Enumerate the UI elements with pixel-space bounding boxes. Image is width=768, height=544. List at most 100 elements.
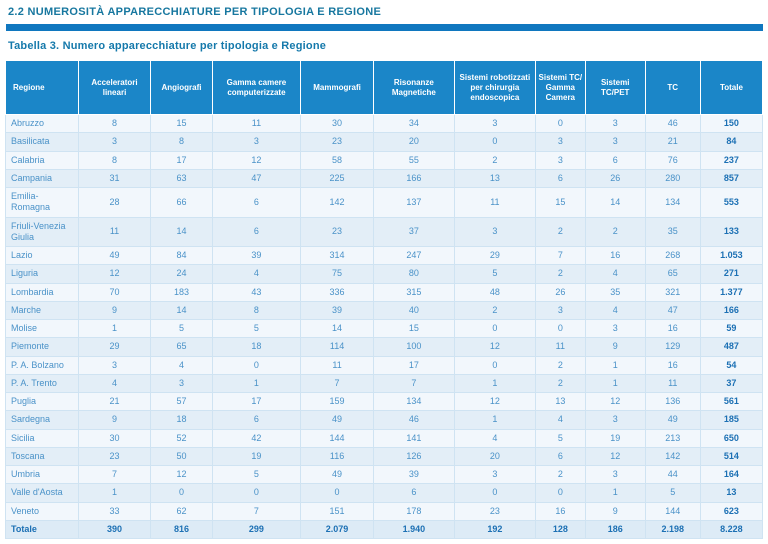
column-header: Acceleratori lineari	[77, 60, 152, 115]
column-header: Totale	[699, 60, 764, 115]
table-row: Liguria 12 24 4 75 80 5 2 4 65 271	[5, 264, 764, 284]
row-total-cell: 185	[699, 410, 764, 430]
value-cell: 137	[372, 187, 455, 218]
value-cell: 134	[644, 187, 701, 218]
row-total-cell: 1.377	[699, 282, 764, 302]
value-cell: 11	[534, 337, 586, 357]
value-cell: 3	[534, 300, 586, 321]
table-body: Abruzzo 8 15 11 30 34 3 0 3 46 150 Basilicata 3 8 3 23 2…	[5, 113, 764, 540]
column-header: Mammografi	[300, 60, 374, 115]
value-cell: 9	[77, 300, 152, 321]
value-cell: 0	[534, 113, 586, 134]
value-cell: 4	[584, 264, 646, 284]
value-cell: 80	[372, 264, 455, 284]
table-row: Toscana 23 50 19 116 126 20 6 12 142 514	[5, 446, 764, 467]
value-cell: 2	[534, 216, 586, 247]
value-cell: 6	[534, 446, 586, 467]
value-cell: 0	[453, 355, 536, 375]
value-cell: 225	[300, 168, 374, 189]
value-cell: 23	[453, 501, 536, 521]
value-cell: 5	[211, 464, 302, 485]
value-cell: 50	[150, 446, 213, 467]
value-cell: 34	[372, 113, 455, 134]
value-cell: 4	[453, 428, 536, 448]
value-cell: 9	[584, 501, 646, 521]
value-cell: 1	[453, 410, 536, 430]
row-total-cell: 37	[699, 373, 764, 394]
value-cell: 55	[372, 150, 455, 170]
row-total-cell: 150	[699, 113, 764, 134]
value-cell: 0	[300, 483, 374, 503]
value-cell: 816	[150, 519, 213, 540]
value-cell: 16	[584, 245, 646, 266]
row-total-cell: 164	[699, 464, 764, 485]
value-cell: 5	[211, 318, 302, 339]
value-cell: 84	[150, 245, 213, 266]
value-cell: 3	[584, 318, 646, 339]
value-cell: 315	[372, 282, 455, 302]
table-row: Lazio 49 84 39 314 247 29 7 16 268 1.053	[5, 245, 764, 266]
value-cell: 1	[584, 355, 646, 375]
value-cell: 11	[453, 187, 536, 218]
value-cell: 186	[584, 519, 646, 540]
value-cell: 6	[534, 168, 586, 189]
value-cell: 23	[77, 446, 152, 467]
value-cell: 0	[453, 483, 536, 503]
value-cell: 299	[211, 519, 302, 540]
value-cell: 3	[453, 464, 536, 485]
value-cell: 7	[534, 245, 586, 266]
table-row: Puglia 21 57 17 159 134 12 13 12 136 561	[5, 391, 764, 412]
value-cell: 23	[300, 216, 374, 247]
region-cell: Umbria	[5, 464, 79, 485]
value-cell: 142	[300, 187, 374, 218]
region-cell: Veneto	[5, 501, 79, 521]
value-cell: 9	[77, 410, 152, 430]
value-cell: 4	[150, 355, 213, 375]
value-cell: 159	[300, 391, 374, 412]
value-cell: 20	[453, 446, 536, 467]
value-cell: 1	[584, 373, 646, 394]
value-cell: 26	[534, 282, 586, 302]
value-cell: 151	[300, 501, 374, 521]
value-cell: 144	[644, 501, 701, 521]
value-cell: 1.940	[372, 519, 455, 540]
value-cell: 12	[150, 464, 213, 485]
row-total-cell: 271	[699, 264, 764, 284]
table-row: Emilia-Romagna 28 66 6 142 137 11 15 14 134 553	[5, 187, 764, 218]
region-cell: Friuli-Venezia Giulia	[5, 216, 79, 247]
value-cell: 39	[300, 300, 374, 321]
value-cell: 0	[453, 318, 536, 339]
value-cell: 4	[211, 264, 302, 284]
value-cell: 9	[584, 337, 646, 357]
region-cell: Lazio	[5, 245, 79, 266]
value-cell: 5	[534, 428, 586, 448]
value-cell: 46	[372, 410, 455, 430]
region-cell: P. A. Trento	[5, 373, 79, 394]
value-cell: 0	[211, 355, 302, 375]
column-header: Sistemi robotizzati per chirurgia endosc…	[453, 60, 536, 115]
region-cell: Sicilia	[5, 428, 79, 448]
value-cell: 57	[150, 391, 213, 412]
value-cell: 11	[644, 373, 701, 394]
value-cell: 12	[584, 391, 646, 412]
value-cell: 6	[211, 410, 302, 430]
value-cell: 19	[584, 428, 646, 448]
value-cell: 3	[584, 132, 646, 152]
table-row: Molise 1 5 5 14 15 0 0 3 16 59	[5, 318, 764, 339]
table-row: Piemonte 29 65 18 114 100 12 11 9 129 487	[5, 337, 764, 357]
region-cell: Puglia	[5, 391, 79, 412]
value-cell: 0	[150, 483, 213, 503]
value-cell: 4	[584, 300, 646, 321]
value-cell: 390	[77, 519, 152, 540]
value-cell: 42	[211, 428, 302, 448]
table-caption: Tabella 3. Numero apparecchiature per ti…	[8, 40, 327, 52]
value-cell: 65	[644, 264, 701, 284]
value-cell: 3	[584, 464, 646, 485]
row-total-cell: 553	[699, 187, 764, 218]
value-cell: 49	[77, 245, 152, 266]
value-cell: 7	[300, 373, 374, 394]
value-cell: 19	[211, 446, 302, 467]
value-cell: 128	[534, 519, 586, 540]
value-cell: 49	[644, 410, 701, 430]
value-cell: 52	[150, 428, 213, 448]
